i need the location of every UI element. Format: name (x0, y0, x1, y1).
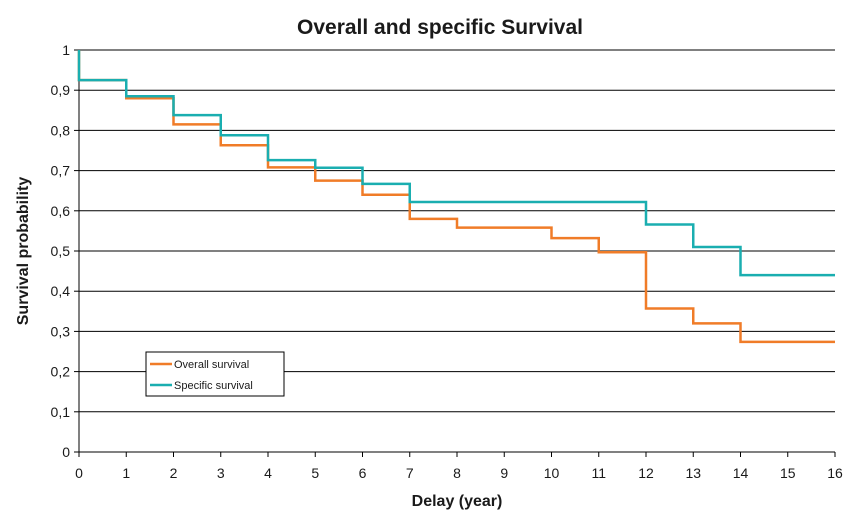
x-tick-label: 4 (264, 465, 272, 481)
y-tick-label: 0,3 (51, 323, 71, 339)
x-tick-label: 9 (500, 465, 508, 481)
specific-survival-line (77, 50, 835, 277)
y-axis-ticks: 0 0,1 0,2 0,3 0,4 0,5 0,6 0,7 0,8 0,9 1 (51, 42, 79, 460)
x-tick-label: 6 (359, 465, 367, 481)
legend-label-overall-survival: Overall survival (174, 359, 249, 371)
y-tick-label: 0 (62, 444, 70, 460)
x-tick-label: 12 (638, 465, 654, 481)
x-tick-label: 14 (733, 465, 749, 481)
x-tick-label: 2 (170, 465, 178, 481)
x-tick-label: 1 (122, 465, 130, 481)
y-tick-label: 1 (62, 42, 70, 58)
x-axis-label: Delay (year) (412, 493, 503, 510)
x-tick-label: 13 (685, 465, 701, 481)
y-tick-label: 0,2 (51, 364, 71, 380)
overall-survival-line (77, 50, 835, 344)
x-axis-ticks: 0 1 2 3 4 5 6 7 8 9 10 11 12 13 14 15 16 (75, 452, 843, 481)
y-tick-label: 0,8 (51, 122, 71, 138)
series-group (77, 50, 835, 344)
y-tick-label: 0,9 (51, 82, 71, 98)
y-tick-label: 0,1 (51, 404, 71, 420)
x-tick-label: 11 (591, 465, 606, 481)
y-tick-label: 0,5 (51, 243, 71, 259)
legend-box (145, 351, 285, 397)
x-tick-label: 7 (406, 465, 414, 481)
x-tick-label: 16 (827, 465, 843, 481)
y-tick-label: 0,6 (51, 203, 71, 219)
x-tick-label: 3 (217, 465, 225, 481)
x-tick-label: 10 (544, 465, 560, 481)
x-tick-label: 8 (453, 465, 461, 481)
y-tick-label: 0,7 (51, 163, 71, 179)
x-tick-label: 0 (75, 465, 83, 481)
x-tick-label: 15 (780, 465, 796, 481)
x-tick-label: 5 (311, 465, 319, 481)
legend-label-specific-survival: Specific survival (174, 380, 253, 392)
chart-title: Overall and specific Survival (297, 16, 583, 39)
y-axis-label: Survival probability (15, 177, 32, 326)
y-tick-label: 0,4 (51, 283, 71, 299)
legend: Overall survival Specific survival (145, 351, 285, 397)
